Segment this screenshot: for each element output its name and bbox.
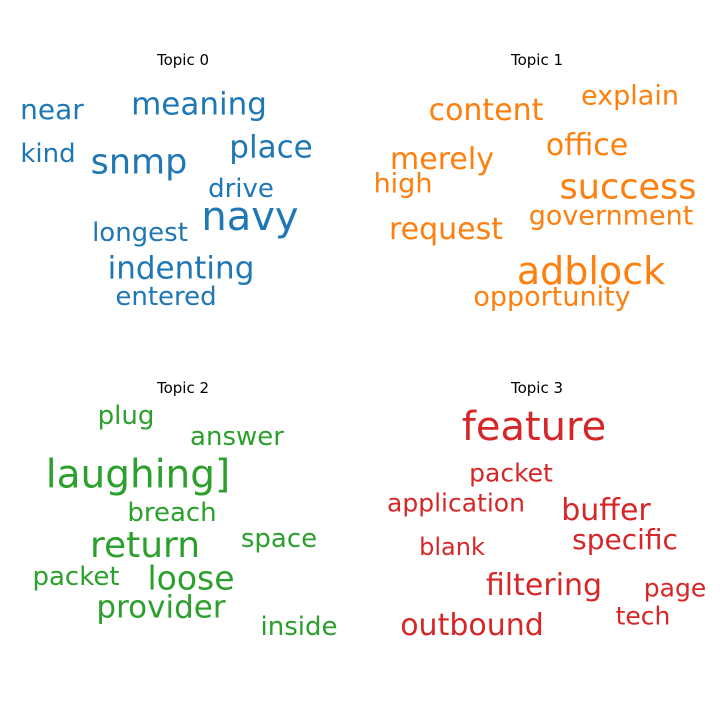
word-topic-3-filtering: filtering <box>485 568 603 603</box>
word-topic-0-drive: drive <box>208 174 274 204</box>
word-topic-1-explain: explain <box>581 80 679 112</box>
word-topic-0-place: place <box>229 129 313 166</box>
word-topic-2-plug: plug <box>97 401 155 431</box>
word-topic-3-tech: tech <box>615 601 671 631</box>
word-topic-2-laughing: laughing] <box>45 452 231 498</box>
word-topic-1-success: success <box>559 167 697 208</box>
word-topic-2-answer: answer <box>190 422 284 452</box>
word-topic-3-specific: specific <box>572 523 678 556</box>
word-topic-0-longest: longest <box>92 218 188 248</box>
word-topic-0-entered: entered <box>115 282 217 312</box>
panel-title-topic-1: Topic 1 <box>510 51 564 69</box>
word-topic-3-application: application <box>387 488 525 518</box>
word-topic-2-space: space <box>240 524 318 554</box>
word-topic-0-indenting: indenting <box>107 250 255 287</box>
word-topic-0-navy: navy <box>201 194 299 240</box>
word-topic-2-inside: inside <box>260 612 338 642</box>
word-topic-1-government: government <box>528 200 694 232</box>
word-topic-1-merely: merely <box>390 142 494 177</box>
panel-title-topic-0: Topic 0 <box>156 51 210 69</box>
word-topic-1-request: request <box>388 212 504 247</box>
word-topic-0-near: near <box>20 93 84 126</box>
word-topic-3-blank: blank <box>419 533 485 561</box>
word-topic-0-kind: kind <box>20 139 76 169</box>
word-topic-2-loose: loose <box>147 558 235 598</box>
word-topic-2-provider: provider <box>96 589 226 626</box>
word-topic-3-page: page <box>643 573 707 603</box>
word-topic-2-breach: breach <box>127 498 217 528</box>
panel-title-topic-2: Topic 2 <box>156 379 210 397</box>
word-topic-3-packet: packet <box>469 458 553 488</box>
panel-title-topic-3: Topic 3 <box>510 379 564 397</box>
word-topic-3-buffer: buffer <box>561 493 651 528</box>
word-topic-0-meaning: meaning <box>131 86 267 123</box>
word-topic-3-feature: feature <box>461 404 607 450</box>
word-topic-1-content: content <box>428 93 544 128</box>
word-topic-1-adblock: adblock <box>516 249 666 293</box>
word-topic-1-high: high <box>373 168 433 200</box>
word-topic-0-snmp: snmp <box>90 142 188 183</box>
word-topic-1-office: office <box>545 128 629 163</box>
word-topic-3-outbound: outbound <box>400 608 544 643</box>
word-topic-2-return: return <box>89 525 201 566</box>
word-topic-1-opportunity: opportunity <box>473 281 631 313</box>
word-topic-2-packet: packet <box>32 562 120 592</box>
